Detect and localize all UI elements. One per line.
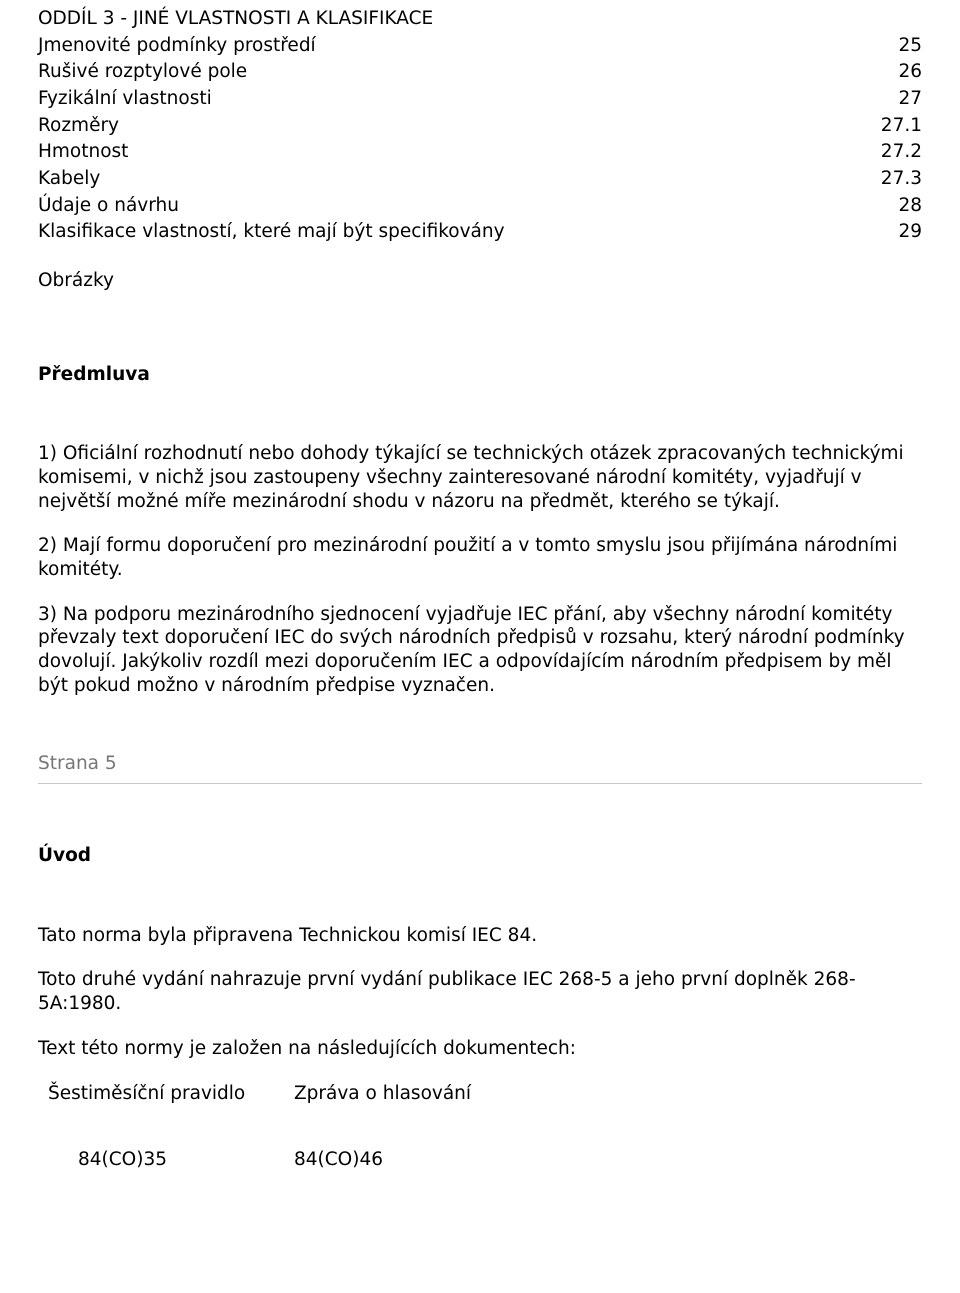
- toc-label: Kabely: [38, 167, 861, 191]
- toc-number: 28: [878, 194, 922, 218]
- preface-heading: Předmluva: [38, 363, 922, 387]
- spacer: [38, 386, 922, 442]
- preface-paragraph-2: 2) Mají formu doporučení pro mezinárodní…: [38, 534, 922, 581]
- toc-label: Údaje o návrhu: [38, 194, 878, 218]
- toc-label: Rušivé rozptylové pole: [38, 60, 878, 84]
- table-header-cell: Zpráva o hlasování: [294, 1082, 510, 1106]
- toc-number: 27.1: [861, 114, 922, 138]
- table-cell: 84(CO)35: [48, 1148, 294, 1172]
- toc-row: Jmenovité podmínky prostředí 25: [38, 34, 922, 58]
- toc-label: Hmotnost: [38, 140, 861, 164]
- toc-row: Rušivé rozptylové pole 26: [38, 60, 922, 84]
- toc-number: 27.3: [861, 167, 922, 191]
- spacer: [38, 868, 922, 924]
- intro-paragraph-3: Text této normy je založen na následujíc…: [38, 1037, 922, 1061]
- page-number-label: Strana 5: [38, 752, 922, 776]
- toc-row: Klasifikace vlastností, které mají být s…: [38, 220, 922, 244]
- toc-row: Rozměry 27.1: [38, 114, 922, 138]
- toc-row: Kabely 27.3: [38, 167, 922, 191]
- table-header-cell: Šestiměsíční pravidlo: [48, 1082, 294, 1106]
- preface-paragraph-1: 1) Oficiální rozhodnutí nebo dohody týka…: [38, 442, 922, 513]
- intro-paragraph-1: Tato norma byla připravena Technickou ko…: [38, 924, 922, 948]
- toc-images-label: Obrázky: [38, 269, 922, 293]
- table-row: [48, 1106, 510, 1148]
- intro-paragraph-2: Toto druhé vydání nahrazuje první vydání…: [38, 968, 922, 1015]
- intro-heading: Úvod: [38, 844, 922, 868]
- spacer: [38, 784, 922, 844]
- toc-label: Rozměry: [38, 114, 861, 138]
- spacer: [38, 247, 922, 269]
- toc-label: Klasifikace vlastností, které mají být s…: [38, 220, 878, 244]
- toc-section-title: ODDÍL 3 - JINÉ VLASTNOSTI A KLASIFIKACE: [38, 7, 922, 31]
- table-cell: 84(CO)46: [294, 1148, 510, 1172]
- table-row: Šestiměsíční pravidlo Zpráva o hlasování: [48, 1082, 510, 1106]
- documents-table: Šestiměsíční pravidlo Zpráva o hlasování…: [48, 1082, 510, 1171]
- toc-number: 25: [878, 34, 922, 58]
- toc-number: 29: [878, 220, 922, 244]
- spacer: [38, 293, 922, 363]
- table-row: 84(CO)35 84(CO)46: [48, 1148, 510, 1172]
- toc-row: Hmotnost 27.2: [38, 140, 922, 164]
- toc-label: Jmenovité podmínky prostředí: [38, 34, 878, 58]
- toc-section: ODDÍL 3 - JINÉ VLASTNOSTI A KLASIFIKACE …: [38, 7, 922, 293]
- toc-row: Údaje o návrhu 28: [38, 194, 922, 218]
- toc-row: Fyzikální vlastnosti 27: [38, 87, 922, 111]
- spacer: [38, 718, 922, 752]
- toc-number: 26: [878, 60, 922, 84]
- toc-number: 27: [878, 87, 922, 111]
- preface-paragraph-3: 3) Na podporu mezinárodního sjednocení v…: [38, 603, 922, 698]
- toc-number: 27.2: [861, 140, 922, 164]
- toc-label: Fyzikální vlastnosti: [38, 87, 878, 111]
